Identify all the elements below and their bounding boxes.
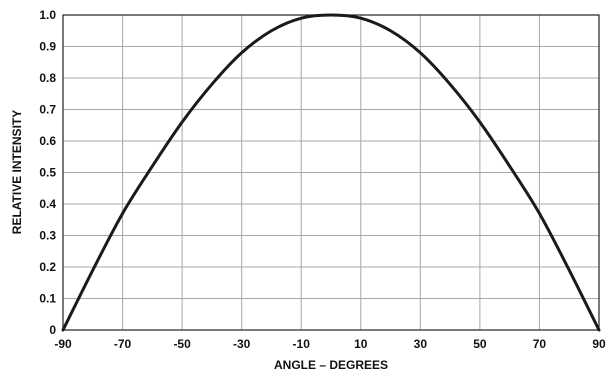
- y-tick-label: 0.8: [39, 71, 56, 85]
- x-axis-title: ANGLE – DEGREES: [274, 358, 388, 372]
- x-tick-label: 10: [354, 337, 368, 351]
- x-tick-label: 30: [414, 337, 428, 351]
- y-tick-label: 0.4: [39, 197, 56, 211]
- x-tick-label: 70: [533, 337, 547, 351]
- data-point-0-16: [538, 212, 541, 215]
- y-tick-label: 0.9: [39, 40, 56, 54]
- data-point-0-17: [568, 268, 571, 272]
- x-tick-label: -10: [293, 337, 311, 351]
- data-point-0-6: [240, 51, 243, 54]
- grid: [62, 14, 600, 331]
- data-point-0-1: [91, 268, 94, 272]
- data-point-0-9: [329, 13, 333, 17]
- y-tick-label: 0.7: [39, 103, 56, 117]
- y-tick-label: 0.3: [39, 229, 56, 243]
- y-tick-label: 0.2: [39, 260, 56, 274]
- data-point-0-14: [478, 120, 482, 124]
- data-point-0-13: [448, 83, 452, 86]
- data-point-0-2: [121, 212, 124, 215]
- x-axis-ticks: -90 -70 -50 -30 -10 10 30 50 70 90: [54, 337, 606, 351]
- data-point-0-0: [61, 328, 65, 332]
- data-point-0-8: [300, 16, 303, 20]
- x-tick-label: -50: [173, 337, 191, 351]
- y-tick-label: 0.1: [39, 292, 56, 306]
- series-layer: [61, 13, 601, 332]
- x-tick-label: 90: [592, 337, 606, 351]
- y-axis-title: RELATIVE INTENSITY: [10, 110, 24, 234]
- y-tick-label: 0.5: [39, 166, 56, 180]
- data-point-0-15: [508, 165, 511, 168]
- y-axis-ticks: 0 0.1 0.2 0.3 0.4 0.5 0.6 0.7 0.8 0.9 1.0: [39, 8, 56, 337]
- y-tick-label: 1.0: [39, 8, 56, 22]
- data-point-0-5: [210, 83, 214, 86]
- x-tick-label: -70: [114, 337, 132, 351]
- x-tick-label: -90: [54, 337, 72, 351]
- data-point-0-12: [419, 51, 422, 54]
- data-point-0-11: [389, 29, 392, 32]
- data-point-0-10: [359, 16, 362, 20]
- x-tick-label: 50: [473, 337, 487, 351]
- y-tick-label: 0: [49, 323, 56, 337]
- data-point-0-7: [270, 29, 273, 32]
- y-tick-label: 0.6: [39, 134, 56, 148]
- data-point-0-18: [597, 328, 601, 332]
- data-point-0-4: [180, 120, 184, 124]
- data-point-0-3: [151, 165, 154, 168]
- x-tick-label: -30: [233, 337, 251, 351]
